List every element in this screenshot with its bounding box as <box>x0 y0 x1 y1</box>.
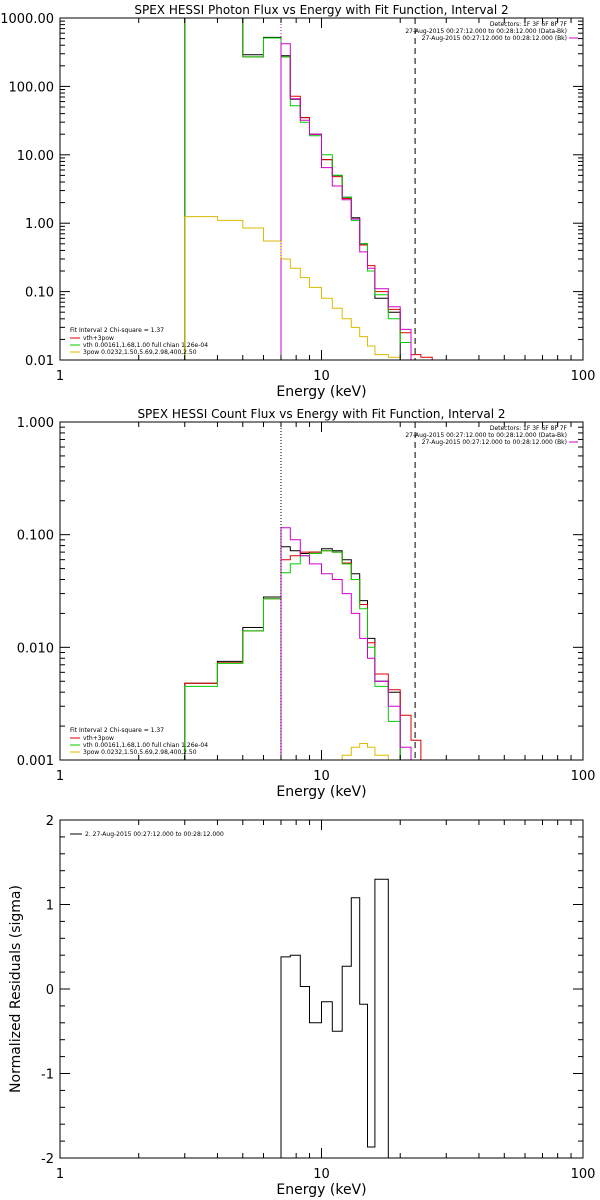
x-tick-label-3: 100 <box>571 369 596 384</box>
x-axis-label: Energy (keV) <box>276 384 366 400</box>
legend-text-2: vth 0.00161,1.68,1.00 full chian 1.26e-0… <box>83 742 208 749</box>
y-tick-label-5: 2 <box>46 814 54 829</box>
legend-text-1: vth+3pow <box>83 335 114 342</box>
header-text-1: Detectors: 1F 3F 6F 8F 7F <box>490 425 568 432</box>
legend-text-3: 3pow 0.0232,1.50,5.69,2.98,400,2.50 <box>83 749 197 756</box>
chart-title: SPEX HESSI Count Flux vs Energy with Fit… <box>137 407 505 421</box>
x-tick-label-1: 1 <box>56 1167 64 1182</box>
header-text-2: 27-Aug-2015 00:27:12.000 to 00:28:12.000… <box>405 432 567 439</box>
chart-panel-3: 1 10 100 -2 -1 0 1 2 Energy (keV) Normalized Resi… <box>8 814 595 1198</box>
legend-text-2: vth 0.00161,1.68,1.00 full chian 1.26e-0… <box>83 342 208 349</box>
y-tick-label-3: 0 <box>46 983 54 998</box>
legend-text-3: 3pow 0.0232,1.50,5.69,2.98,400,2.50 <box>83 349 197 356</box>
plot-frame <box>59 819 584 1159</box>
chart-title: SPEX HESSI Photon Flux vs Energy with Fi… <box>134 3 508 17</box>
header-text-3: 27-Aug-2015 00:27:12.000 to 00:28:12.000… <box>422 439 567 446</box>
y-tick-label-4: 1 <box>46 899 54 914</box>
series-4-line <box>280 43 412 360</box>
series-4-line <box>280 527 412 760</box>
x-tick-label-3: 100 <box>571 769 596 784</box>
series-5-line <box>184 216 401 360</box>
x-axis-label: Energy (keV) <box>276 1182 366 1198</box>
y-tick-label-4: 10.00 <box>17 149 54 164</box>
y-tick-label-1: 0.01 <box>25 354 54 369</box>
y-tick-label-2: 0.10 <box>25 286 54 301</box>
series-3-line <box>184 550 411 760</box>
series-1-line <box>184 18 401 360</box>
fit-label: Fit Interval 2 Chi-square = 1.37 <box>70 727 164 734</box>
y-tick-label-1: -2 <box>41 1152 54 1167</box>
y-tick-label-1: 0.001 <box>17 754 54 769</box>
y-tick-label-2: -1 <box>41 1068 54 1083</box>
y-tick-label-3: 0.100 <box>17 529 54 544</box>
x-tick-label-3: 100 <box>571 1167 596 1182</box>
series-5-line <box>332 743 401 760</box>
header-text-2: 27-Aug-2015 00:27:12.000 to 00:28:12.000… <box>405 28 567 35</box>
chart-panel-1: 1 10 100 0.01 0.10 1.00 10.00 100.00 1000.00 SPEX… <box>0 3 595 400</box>
plot-area <box>184 422 433 760</box>
series-2-line <box>184 550 433 760</box>
x-tick-label-2: 10 <box>313 769 330 784</box>
header-text-3: 27-Aug-2015 00:27:12.000 to 00:28:12.000… <box>422 35 567 42</box>
x-tick-label-1: 1 <box>56 369 64 384</box>
header-text-1: Detectors: 1F 3F 6F 8F 7F <box>490 21 568 28</box>
x-tick-label-2: 10 <box>313 369 330 384</box>
x-tick-label-2: 10 <box>313 1167 330 1182</box>
x-tick-label-1: 1 <box>56 769 64 784</box>
plot-area <box>184 18 433 360</box>
y-tick-label-5: 100.00 <box>9 80 55 95</box>
x-axis-label: Energy (keV) <box>276 784 366 800</box>
y-tick-label-2: 0.010 <box>17 641 54 656</box>
fit-label: Fit Interval 2 Chi-square = 1.37 <box>70 327 164 334</box>
chart-panel-2: 1 10 100 0.001 0.010 0.100 1.000 SPEX HESSI Cou… <box>17 407 596 800</box>
y-tick-label-4: 1.000 <box>17 416 54 431</box>
legend-text-1: 2. 27-Aug-2015 00:27:12.000 to 00:28:12.… <box>85 831 224 838</box>
legend-text-1: vth+3pow <box>83 735 114 742</box>
plot-frame <box>59 421 584 761</box>
y-axis-label: Normalized Residuals (sigma) <box>8 885 24 1093</box>
plot-area <box>280 878 389 1158</box>
y-tick-label-6: 1000.00 <box>0 12 54 27</box>
y-tick-label-3: 1.00 <box>25 217 54 232</box>
series-3-line <box>184 18 412 360</box>
series-2-line <box>184 18 433 360</box>
plot-frame <box>59 17 584 361</box>
series-1-line <box>280 878 389 1158</box>
